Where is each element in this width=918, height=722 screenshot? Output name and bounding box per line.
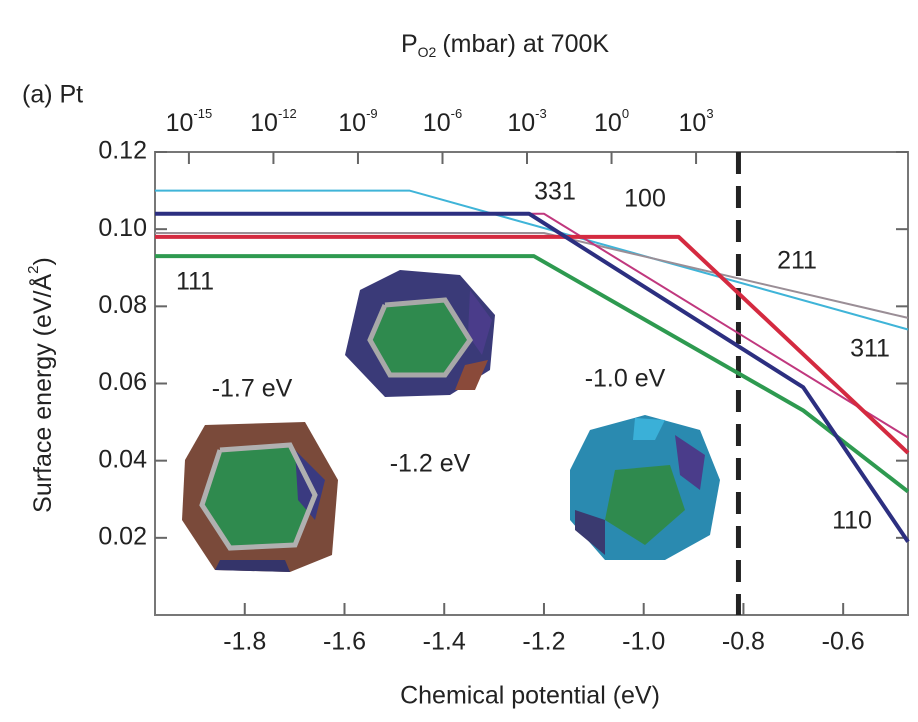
- y-axis-title: Surface energy (eV/Å2): [25, 257, 57, 513]
- x2-tick-label: 10-15: [166, 106, 213, 136]
- chart: 0.02 0.04 0.06 0.08 0.10 0.12 -1.8 -1.6 -1.4 -1.2…: [0, 0, 918, 722]
- y-title-part: Surface energy (eV/Å: [27, 274, 57, 513]
- x2-tick-label: 10-6: [423, 106, 462, 136]
- x-tick-label: -0.6: [822, 628, 865, 656]
- x2-title-part: O2: [418, 44, 437, 60]
- series-label: 111: [176, 268, 214, 296]
- y-tick-label: 0.12: [98, 137, 147, 165]
- annotation: -1.7 eV: [212, 375, 293, 403]
- series-label: 331: [534, 178, 576, 206]
- particle-right: [570, 415, 720, 560]
- x2-title-part: (mbar) at 700K: [442, 30, 609, 58]
- x-axis-title: Chemical potential (eV): [400, 682, 660, 710]
- x2-title-part: P: [401, 30, 418, 58]
- x-tick-label: -1.4: [423, 628, 466, 656]
- y-tick-label: 0.02: [98, 522, 147, 550]
- panel-label: (a) Pt: [22, 81, 83, 109]
- x-tick-label: -1.0: [622, 628, 665, 656]
- series-label: 110: [832, 507, 872, 535]
- x-tick-label: -1.6: [323, 628, 366, 656]
- particle-left: [182, 422, 338, 572]
- series-label: 311: [850, 335, 890, 363]
- series-label: 211: [777, 247, 817, 275]
- x2-tick-label: 103: [679, 106, 714, 136]
- x-tick-label: -1.8: [223, 628, 266, 656]
- particle-middle: [345, 270, 495, 397]
- series-label: 100: [624, 185, 666, 213]
- y-tick-label: 0.10: [98, 214, 147, 242]
- y-tick-label: 0.04: [98, 445, 147, 473]
- annotation: -1.2 eV: [390, 450, 471, 478]
- y-title-part: 2: [25, 265, 42, 273]
- annotation: -1.0 eV: [585, 365, 666, 393]
- x2-tick-label: 10-9: [338, 106, 377, 136]
- x2-tick-label: 10-12: [250, 106, 297, 136]
- x2-axis-title: PO2 (mbar) at 700K: [401, 30, 609, 60]
- y-tick-label: 0.08: [98, 291, 147, 319]
- y-title-part: ): [29, 257, 57, 265]
- x2-tick-label: 100: [594, 106, 629, 136]
- x2-tick-label: 10-3: [507, 106, 546, 136]
- x-tick-label: -0.8: [722, 628, 765, 656]
- x-tick-label: -1.2: [522, 628, 565, 656]
- y-tick-label: 0.06: [98, 368, 147, 396]
